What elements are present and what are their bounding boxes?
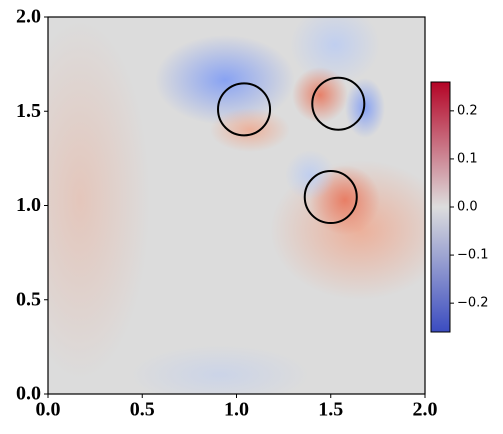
- y-tick-label: 2.0: [16, 6, 41, 28]
- x-tick-label: 2.0: [413, 399, 438, 421]
- y-tick-label: 0.0: [16, 383, 41, 405]
- y-tick-label: 1.0: [16, 194, 41, 216]
- colorbar-tick-label: 0.2: [457, 103, 478, 118]
- circle: [311, 76, 366, 131]
- x-tick-label: 1.0: [224, 399, 249, 421]
- y-tick-label: 0.5: [16, 288, 41, 310]
- colorbar-tick-label: 0.0: [457, 200, 478, 215]
- y-tick-label: 1.5: [16, 100, 41, 122]
- field-shading: [48, 17, 425, 394]
- colorbar: [430, 81, 451, 333]
- x-tick-label: 0.0: [36, 399, 61, 421]
- circle: [303, 170, 358, 225]
- colorbar-tick-label: −0.1: [457, 248, 489, 263]
- x-tick-label: 0.5: [130, 399, 155, 421]
- colorbar-tick-label: −0.2: [457, 296, 489, 311]
- colorbar-tick-label: 0.1: [457, 151, 478, 166]
- circle: [217, 82, 272, 137]
- x-tick-label: 1.5: [318, 399, 343, 421]
